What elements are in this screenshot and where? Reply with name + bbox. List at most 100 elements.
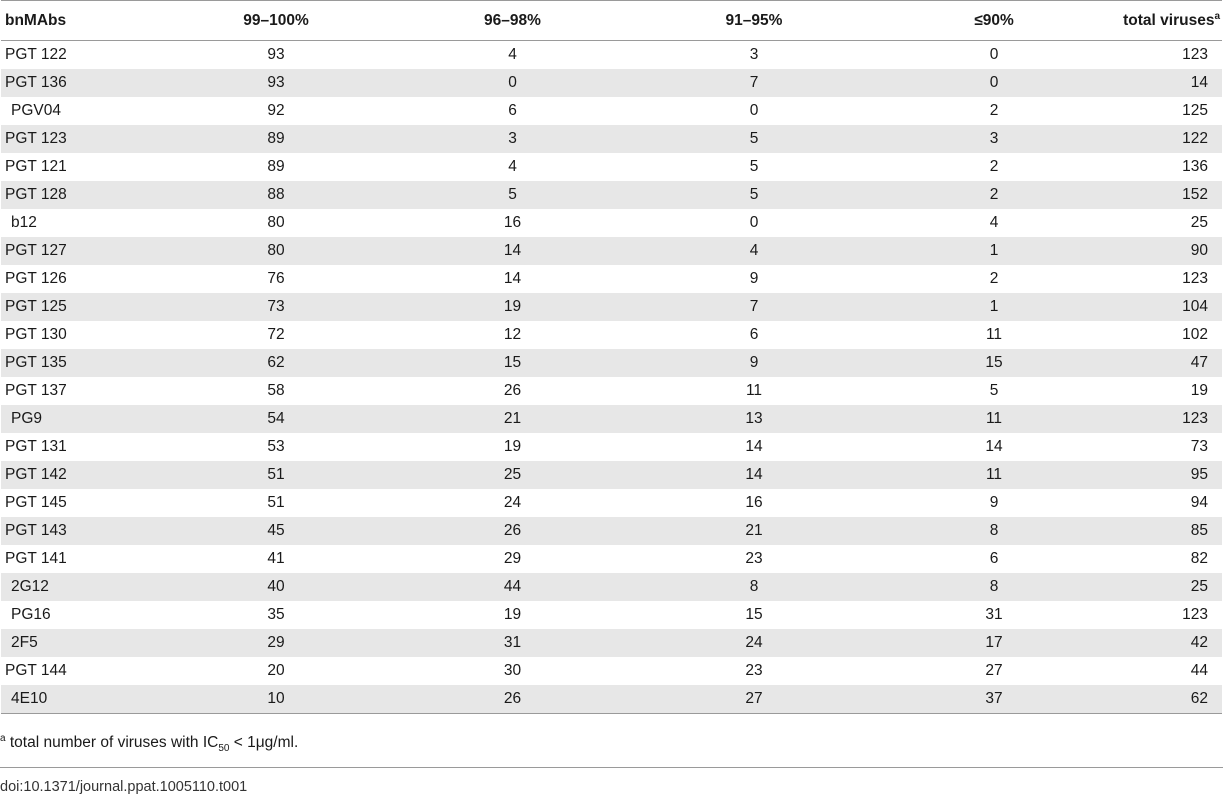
header-96-98: 96–98%: [484, 11, 541, 29]
cell-antibody-name: PGT 121: [5, 158, 67, 175]
cell-total-viruses: 25: [1190, 578, 1208, 595]
cell-antibody-name: PGT 125: [5, 298, 67, 315]
cell-antibody-name: PGT 136: [5, 74, 67, 91]
cell-99-100: 40: [267, 578, 285, 595]
footnote-text-before: total number of viruses with IC: [5, 734, 219, 751]
table-row: PGT 121 89 4 5 2 136: [1, 153, 1222, 181]
cell-91-95: 5: [749, 158, 759, 175]
cell-96-98: 21: [503, 410, 522, 427]
header-row: bnMAbs 99–100% 96–98% 91–95% ≤90% total …: [1, 0, 1222, 41]
cell-91-95: 5: [749, 130, 759, 147]
table-row: PG16 35 19 15 31 123: [1, 601, 1222, 629]
cell-le-90: 14: [985, 438, 1003, 455]
cell-99-100: 93: [267, 46, 285, 63]
cell-total-viruses: 73: [1190, 438, 1208, 455]
cell-96-98: 26: [503, 382, 522, 399]
footnote-text-after: < 1μg/ml.: [229, 734, 299, 751]
cell-total-viruses: 102: [1182, 326, 1208, 343]
cell-le-90: 2: [989, 158, 999, 175]
cell-96-98: 12: [503, 326, 522, 343]
cell-91-95: 27: [745, 690, 763, 707]
cell-91-95: 7: [749, 74, 759, 91]
cell-antibody-name: PGV04: [11, 102, 61, 119]
table-row: PGT 123 89 3 5 3 122: [1, 125, 1222, 153]
cell-le-90: 8: [989, 522, 999, 539]
table-row: PGT 131 53 19 14 14 73: [1, 433, 1222, 461]
table-row: 4E10 10 26 27 37 62: [1, 685, 1222, 714]
table-body: PGT 122 93 4 3 0 123 PGT 136 93 0 7 0 14 PGV04 92 6 0 2 1…: [1, 41, 1222, 714]
cell-91-95: 6: [749, 326, 759, 343]
header-91-95: 91–95%: [725, 11, 783, 29]
cell-antibody-name: PGT 143: [5, 522, 67, 539]
cell-le-90: 6: [989, 550, 999, 567]
cell-total-viruses: 47: [1190, 354, 1208, 371]
cell-96-98: 24: [503, 494, 522, 511]
cell-total-viruses: 62: [1190, 690, 1208, 707]
header-99-100: 99–100%: [243, 11, 309, 29]
cell-total-viruses: 125: [1182, 102, 1208, 119]
cell-le-90: 4: [989, 214, 999, 231]
table-row: PGT 136 93 0 7 0 14: [1, 69, 1222, 97]
cell-91-95: 9: [749, 354, 759, 371]
footnote-marker: a: [0, 732, 6, 744]
cell-96-98: 31: [503, 634, 522, 651]
cell-le-90: 1: [989, 242, 999, 259]
table-row: PGT 126 76 14 9 2 123: [1, 265, 1222, 293]
cell-99-100: 58: [267, 382, 285, 399]
cell-total-viruses: 123: [1182, 46, 1208, 63]
cell-total-viruses: 85: [1190, 522, 1208, 539]
cell-99-100: 93: [267, 74, 285, 91]
cell-91-95: 3: [749, 46, 759, 63]
cell-antibody-name: PGT 126: [5, 270, 67, 287]
table-row: 2F5 29 31 24 17 42: [1, 629, 1222, 657]
header-total-viruses: total virusesa: [1114, 1, 1222, 41]
cell-99-100: 89: [267, 158, 285, 175]
cell-91-95: 0: [749, 102, 759, 119]
table-row: PGT 122 93 4 3 0 123: [1, 41, 1222, 70]
cell-antibody-name: PGT 144: [5, 662, 67, 679]
cell-99-100: 35: [267, 606, 285, 623]
cell-total-viruses: 123: [1182, 270, 1208, 287]
table-row: PGT 141 41 29 23 6 82: [1, 545, 1222, 573]
cell-91-95: 9: [749, 270, 759, 287]
header-le-90: ≤90%: [974, 11, 1014, 29]
table-footnote: a total number of viruses with IC50 < 1μ…: [0, 732, 299, 753]
data-table: bnMAbs 99–100% 96–98% 91–95% ≤90% total …: [1, 0, 1222, 714]
cell-96-98: 25: [503, 466, 522, 483]
cell-le-90: 5: [989, 382, 999, 399]
cell-96-98: 3: [508, 130, 517, 147]
cell-le-90: 0: [989, 74, 999, 91]
cell-antibody-name: PG9: [11, 410, 43, 427]
cell-96-98: 29: [503, 550, 522, 567]
cell-total-viruses: 122: [1182, 130, 1208, 147]
table-row: PGT 130 72 12 6 11 102: [1, 321, 1222, 349]
cell-99-100: 80: [267, 214, 285, 231]
cell-96-98: 15: [503, 354, 522, 371]
cell-96-98: 5: [508, 186, 517, 203]
cell-antibody-name: PGT 145: [5, 494, 67, 511]
header-total-viruses-label: total viruses: [1123, 11, 1215, 29]
cell-total-viruses: 82: [1190, 550, 1208, 567]
table-row: PGV04 92 6 0 2 125: [1, 97, 1222, 125]
cell-antibody-name: 2F5: [11, 634, 38, 651]
cell-antibody-name: b12: [11, 214, 37, 231]
cell-99-100: 29: [267, 634, 285, 651]
cell-antibody-name: PGT 141: [5, 550, 67, 567]
cell-total-viruses: 19: [1190, 382, 1208, 399]
cell-91-95: 23: [745, 662, 763, 679]
cell-99-100: 72: [267, 326, 285, 343]
cell-91-95: 4: [749, 242, 759, 259]
cell-total-viruses: 123: [1182, 410, 1208, 427]
doi-text: doi:10.1371/journal.ppat.1005110.t001: [0, 779, 248, 795]
cell-99-100: 54: [267, 410, 285, 427]
cell-96-98: 19: [503, 606, 522, 623]
cell-91-95: 14: [745, 438, 763, 455]
cell-total-viruses: 104: [1182, 298, 1208, 315]
cell-99-100: 51: [267, 466, 285, 483]
cell-le-90: 0: [989, 46, 999, 63]
cell-96-98: 4: [508, 158, 517, 175]
cell-99-100: 92: [267, 102, 285, 119]
footer-divider: [0, 767, 1223, 768]
cell-le-90: 8: [989, 578, 999, 595]
